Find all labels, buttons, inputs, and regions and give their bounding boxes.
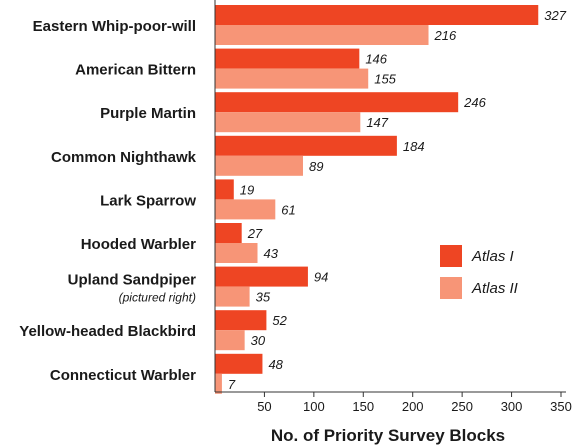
bar-atlas-ii [215, 243, 258, 263]
category-label: Hooded Warbler [81, 236, 196, 253]
bar-atlas-ii [215, 286, 250, 307]
bar-atlas-ii [215, 330, 245, 351]
category-label: Connecticut Warbler [50, 367, 196, 384]
bar-atlas-ii [215, 373, 222, 394]
bar-atlas-i [215, 5, 539, 25]
x-tick-label: 350 [550, 399, 572, 414]
bar-atlas-i [215, 223, 242, 243]
bar-atlas-i [215, 266, 308, 287]
x-axis-title: No. of Priority Survey Blocks [271, 426, 505, 445]
legend: Atlas I Atlas II [440, 245, 518, 299]
bar-value-label: 48 [268, 357, 283, 372]
bar-atlas-ii [215, 155, 303, 176]
category-label: Lark Sparrow [100, 192, 196, 209]
legend-swatch [440, 245, 462, 267]
bar-value-label: 61 [281, 202, 295, 217]
category-label: Eastern Whip-poor-will [33, 18, 196, 35]
bar-value-label: 35 [256, 290, 271, 305]
category-sublabel: (pictured right) [119, 291, 196, 305]
bar-atlas-i [215, 48, 360, 69]
bar-value-label: 89 [309, 159, 323, 174]
bar-value-label: 216 [434, 28, 457, 43]
bar-atlas-ii [215, 199, 276, 220]
legend-label: Atlas I [471, 248, 514, 265]
bar-atlas-ii [215, 25, 429, 45]
x-tick-label: 150 [352, 399, 374, 414]
bar-atlas-ii [215, 68, 369, 89]
category-label: American Bittern [75, 62, 196, 79]
category-label: Upland Sandpiper [68, 272, 197, 289]
bar-value-label: 52 [272, 313, 287, 328]
bar-value-label: 146 [365, 52, 387, 67]
x-axis-ticks: 50 100 150 200 250 300 350 [257, 392, 572, 414]
x-tick-label: 250 [451, 399, 473, 414]
x-tick-label: 50 [257, 399, 271, 414]
bar-value-label: 246 [463, 95, 486, 110]
bar-atlas-i [215, 310, 267, 331]
bar-value-label: 43 [264, 246, 279, 261]
bar-value-label: 327 [544, 8, 566, 23]
bar-atlas-i [215, 353, 263, 374]
bar-value-label: 19 [240, 182, 254, 197]
bar-value-label: 147 [366, 115, 388, 130]
category-labels: Eastern Whip-poor-will American Bittern Pu… [19, 18, 196, 384]
category-label: Purple Martin [100, 105, 196, 122]
bar-value-label: 184 [403, 139, 425, 154]
bar-atlas-i [215, 179, 234, 200]
x-tick-label: 300 [501, 399, 523, 414]
bar-value-label: 7 [228, 377, 236, 392]
legend-label: Atlas II [471, 280, 518, 297]
category-label: Common Nighthawk [51, 149, 197, 166]
bar-atlas-ii [215, 112, 361, 133]
category-label: Yellow-headed Blackbird [19, 323, 196, 340]
x-tick-label: 100 [303, 399, 325, 414]
bar-atlas-i [215, 135, 397, 156]
legend-swatch [440, 277, 462, 299]
bar-atlas-i [215, 92, 459, 113]
x-tick-label: 200 [402, 399, 424, 414]
bar-value-label: 155 [374, 72, 396, 87]
bar-value-label: 27 [247, 226, 263, 241]
bar-value-label: 94 [314, 270, 328, 285]
bar-value-label: 30 [251, 333, 266, 348]
